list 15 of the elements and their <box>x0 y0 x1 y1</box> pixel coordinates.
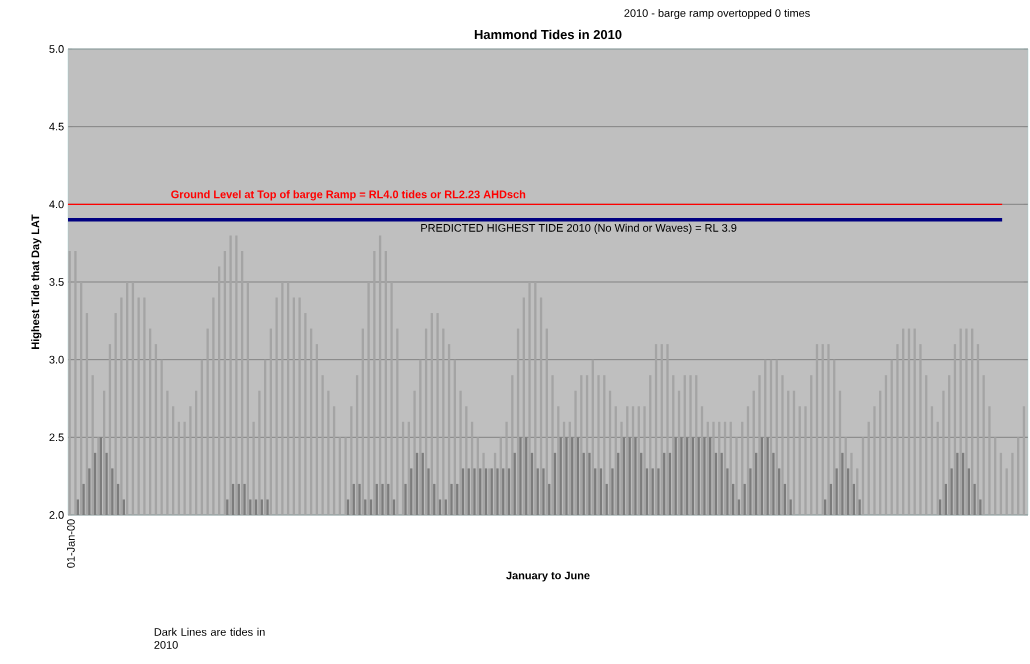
y-tick-label: 3.5 <box>49 278 64 286</box>
y-tick-label: 4.5 <box>49 122 64 131</box>
text: Dark Lines are tides in 2010 <box>154 627 265 649</box>
y-tick-label: 3.0 <box>49 355 64 364</box>
chart-title: Hammond Tides in 2010 <box>474 29 622 40</box>
y-tick-label: 4.0 <box>49 200 64 209</box>
x-axis-title: January to June <box>506 571 590 582</box>
ref-line-label: PREDICTED HIGHEST TIDE 2010 (No Wind or Waves) = RL 3.9 <box>421 223 737 234</box>
y-tick-label: 2.0 <box>49 511 64 519</box>
y-tick-label: 2.5 <box>49 433 64 442</box>
x-tick-label: 01-Jan-00 <box>67 519 75 568</box>
y-axis-title: Highest Tide that Day LAT <box>31 214 42 349</box>
ref-line-label: Ground Level at Top of barge Ramp = RL4.0 tides or RL2.23 AHDsch <box>171 190 526 201</box>
text: 2010 - barge ramp overtopped 0 times <box>624 8 810 20</box>
y-tick-label: 5.0 <box>49 45 64 53</box>
